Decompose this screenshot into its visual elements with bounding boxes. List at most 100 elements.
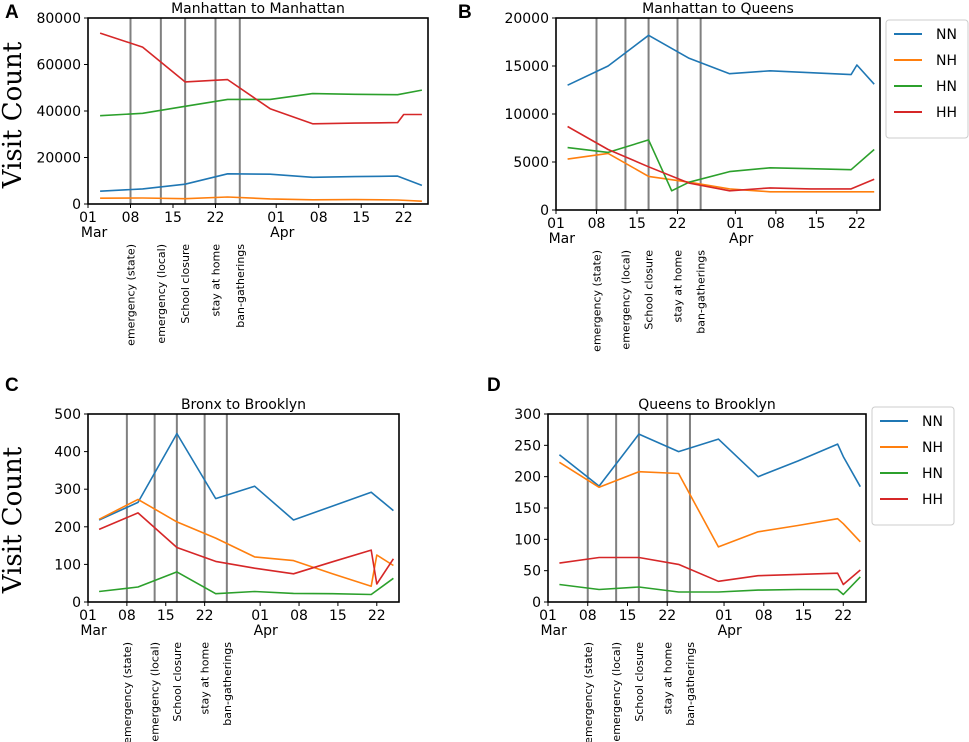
y-tick-label: 40000 bbox=[36, 104, 81, 120]
event-label: emergency (state) bbox=[121, 642, 134, 742]
y-tick-label: 300 bbox=[54, 482, 81, 498]
y-tick-label: 200 bbox=[514, 470, 541, 486]
event-label: emergency (local) bbox=[619, 250, 632, 350]
event-label: ban-gatherings bbox=[684, 642, 697, 726]
x-tick-label: 15 bbox=[157, 608, 175, 624]
y-tick-label: 200 bbox=[54, 520, 81, 536]
x-tick-label: 08 bbox=[118, 608, 136, 624]
x-tick-label: 22 bbox=[848, 216, 866, 232]
event-label: emergency (local) bbox=[155, 244, 168, 344]
x-tick-label: 15 bbox=[628, 216, 646, 232]
y-tick-label: 20000 bbox=[36, 151, 81, 167]
x-month-label: Mar bbox=[549, 231, 576, 247]
event-label: stay at home bbox=[199, 642, 212, 715]
event-label: School closure bbox=[633, 642, 646, 722]
x-tick-label: 08 bbox=[310, 210, 328, 226]
event-label: ban-gatherings bbox=[234, 244, 247, 328]
plot-frame bbox=[555, 17, 881, 211]
y-axis-label-top: Visit Count bbox=[0, 41, 28, 189]
legend-label-hh: HH bbox=[936, 105, 957, 121]
x-tick-label: 01 bbox=[539, 608, 557, 624]
y-tick-label: 500 bbox=[54, 407, 81, 423]
event-label: ban-gatherings bbox=[221, 642, 234, 726]
legend-label-hn: HN bbox=[922, 466, 943, 482]
y-tick-label: 20000 bbox=[504, 11, 549, 27]
x-tick-label: 15 bbox=[164, 210, 182, 226]
series-line-nh bbox=[558, 461, 861, 548]
y-tick-label: 80000 bbox=[36, 11, 81, 27]
y-tick-label: 150 bbox=[514, 501, 541, 517]
series-line-nn bbox=[100, 173, 423, 192]
x-tick-label: 22 bbox=[395, 210, 413, 226]
legend-label-nn: NN bbox=[936, 27, 957, 43]
series-line-hh bbox=[99, 32, 422, 125]
legend-label-nh: NH bbox=[936, 53, 957, 69]
series-line-nn bbox=[558, 433, 861, 488]
x-tick-label: 01 bbox=[547, 216, 565, 232]
y-tick-label: 10000 bbox=[504, 107, 549, 123]
y-tick-label: 250 bbox=[514, 438, 541, 454]
legend-box bbox=[871, 406, 955, 526]
panel-a-manhattan-to-manhattan: Manhattan to Manhattan 0 20000 40000 60000 80… bbox=[36, 1, 429, 346]
legend-label-hn: HN bbox=[936, 79, 957, 95]
y-tick-label: 0 bbox=[72, 197, 81, 213]
panel-letter-c: C bbox=[5, 375, 19, 396]
x-tick-label: 22 bbox=[658, 608, 676, 624]
y-tick-label: 100 bbox=[514, 532, 541, 548]
event-label: ban-gatherings bbox=[695, 250, 708, 334]
x-tick-label: 15 bbox=[329, 608, 347, 624]
chart-title: Manhattan to Manhattan bbox=[171, 1, 345, 17]
y-tick-label: 400 bbox=[54, 445, 81, 461]
y-tick-label: 60000 bbox=[36, 58, 81, 74]
series-line-nh bbox=[100, 196, 422, 202]
x-tick-label: 01 bbox=[715, 608, 733, 624]
x-tick-label: 08 bbox=[122, 210, 140, 226]
x-month-label: Apr bbox=[718, 623, 742, 639]
event-label: emergency (state) bbox=[125, 244, 138, 346]
y-tick-label: 300 bbox=[514, 407, 541, 423]
panel-letter-b: B bbox=[458, 2, 472, 23]
x-tick-label: 22 bbox=[207, 210, 225, 226]
x-tick-label: 08 bbox=[579, 608, 597, 624]
x-tick-label: 22 bbox=[196, 608, 214, 624]
x-tick-label: 08 bbox=[755, 608, 773, 624]
x-month-label: Mar bbox=[80, 623, 107, 639]
series-line-nh bbox=[567, 152, 875, 193]
y-axis-label-bottom-text: Visit Count bbox=[0, 446, 28, 594]
chart-title: Manhattan to Queens bbox=[642, 1, 794, 17]
event-label: stay at home bbox=[661, 642, 674, 715]
legend-box bbox=[885, 19, 969, 139]
series-line-hh bbox=[98, 512, 395, 585]
x-tick-label: 08 bbox=[767, 216, 785, 232]
x-tick-label: 15 bbox=[619, 608, 637, 624]
y-axis-label-bottom: Visit Count bbox=[0, 446, 28, 594]
x-tick-label: 22 bbox=[669, 216, 687, 232]
series-line-nh bbox=[98, 498, 394, 588]
plot-frame bbox=[87, 413, 400, 603]
x-tick-label: 15 bbox=[807, 216, 825, 232]
series-line-hn bbox=[100, 89, 423, 117]
legend-label-nh: NH bbox=[922, 440, 943, 456]
event-label: emergency (state) bbox=[591, 250, 604, 352]
chart-title: Bronx to Brooklyn bbox=[181, 397, 306, 413]
y-tick-label: 100 bbox=[54, 557, 81, 573]
y-tick-label: 0 bbox=[532, 595, 541, 611]
x-month-label: Apr bbox=[729, 231, 753, 247]
series-line-hn bbox=[567, 139, 875, 192]
series-line-hh bbox=[567, 125, 875, 192]
panel-d-queens-to-brooklyn: Queens to Brooklyn 0 50 100 150 200 250 300 01 08… bbox=[514, 397, 955, 742]
x-month-label: Mar bbox=[540, 623, 567, 639]
series-line-nn bbox=[567, 34, 875, 86]
panel-letter-d: D bbox=[487, 375, 501, 396]
legend-label-nn: NN bbox=[922, 414, 943, 430]
x-tick-label: 01 bbox=[79, 608, 97, 624]
panel-c-bronx-to-brooklyn: Bronx to Brooklyn 0 100 200 300 400 500 01 08 15 2… bbox=[54, 397, 400, 742]
chart-title: Queens to Brooklyn bbox=[638, 397, 776, 413]
x-tick-label: 22 bbox=[368, 608, 386, 624]
x-tick-label: 01 bbox=[251, 608, 269, 624]
x-tick-label: 22 bbox=[834, 608, 852, 624]
legend-label-hh: HH bbox=[922, 492, 943, 508]
x-tick-label: 01 bbox=[267, 210, 285, 226]
panel-letter-a: A bbox=[5, 2, 19, 23]
